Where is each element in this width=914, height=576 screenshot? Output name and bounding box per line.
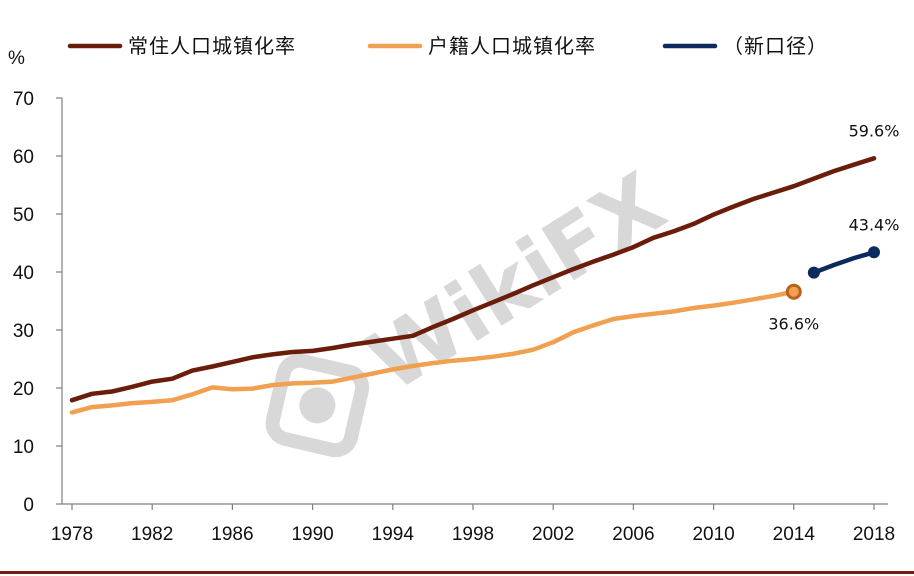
y-ticks: 0 10 20 30 40 50 60 70: [13, 89, 62, 516]
legend-label-1: 常住人口城镇化率: [128, 34, 296, 58]
series-end-marker-2: [785, 283, 802, 300]
legend: 常住人口城镇化率 户籍人口城镇化率 （新口径）: [67, 34, 828, 58]
x-tick-label: 1998: [452, 524, 494, 545]
series-line-3: [811, 250, 877, 275]
y-tick-label: 50: [13, 205, 34, 226]
series-end-marker-3: [868, 246, 880, 259]
data-label-1: 59.6%: [849, 121, 900, 140]
x-tick-label: 2010: [692, 524, 734, 545]
series-start-marker-3: [807, 266, 820, 279]
data-labels: 59.6% 36.6% 43.4%: [768, 121, 899, 333]
series-lines: [69, 156, 880, 415]
legend-label-3: （新口径）: [723, 34, 828, 58]
y-axis-unit: %: [8, 48, 25, 69]
x-tick-label: 2002: [532, 524, 574, 545]
legend-label-2: 户籍人口城镇化率: [428, 34, 596, 58]
series-line-1: [69, 156, 877, 403]
series-line-2: [69, 289, 797, 415]
y-tick-label: 70: [13, 89, 34, 110]
y-tick-label: 0: [23, 495, 34, 516]
data-label-3: 43.4%: [849, 215, 900, 234]
x-tick-label: 1978: [51, 524, 93, 545]
x-tick-label: 2018: [853, 524, 895, 545]
bottom-rule: [0, 571, 914, 574]
x-tick-label: 2014: [773, 524, 816, 545]
x-tick-label: 1986: [211, 524, 253, 545]
x-tick-label: 1982: [131, 524, 173, 545]
y-tick-label: 20: [13, 379, 34, 400]
x-tick-label: 1990: [291, 524, 333, 545]
y-tick-label: 40: [13, 263, 34, 284]
watermark-text: WikiFX: [351, 154, 681, 411]
x-tick-label: 2006: [612, 524, 654, 545]
data-label-2: 36.6%: [768, 315, 819, 334]
y-tick-label: 60: [13, 147, 34, 168]
y-tick-label: 10: [13, 437, 34, 458]
x-ticks: 1978 1982 1986 1990 1994 1998 2002 2006 2010 2014…: [51, 504, 895, 545]
y-tick-label: 30: [13, 321, 34, 342]
x-tick-label: 1994: [372, 524, 415, 545]
